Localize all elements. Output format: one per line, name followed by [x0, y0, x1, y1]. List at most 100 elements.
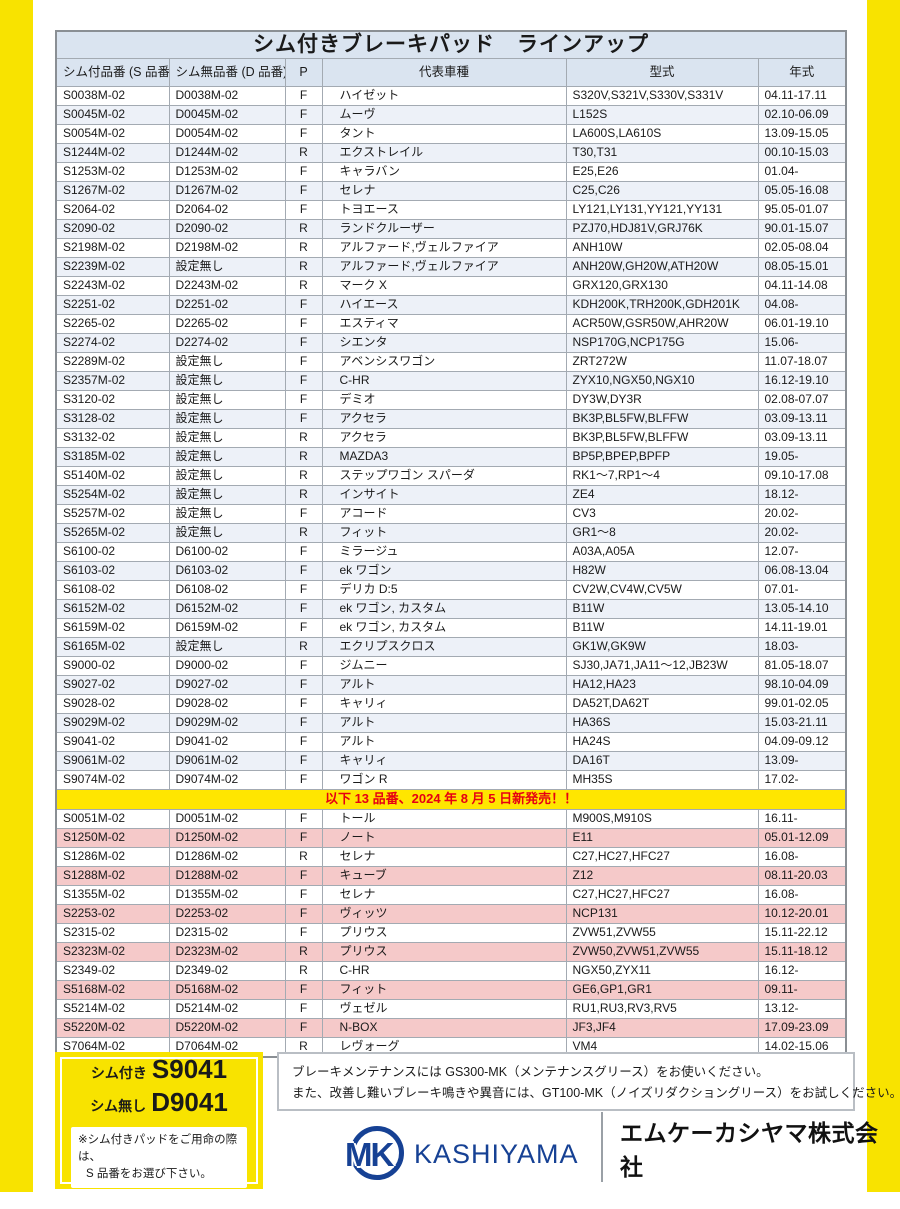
- table-row: S0051M-02 D0051M-02 F トール M900S,M910S 16…: [55, 809, 847, 830]
- s-part-number: S5214M-02: [55, 999, 170, 1020]
- pad-position: F: [284, 542, 323, 563]
- s-part-number: S1250M-02: [55, 828, 170, 849]
- model-years: 16.08-: [757, 885, 847, 906]
- pad-position: F: [284, 352, 323, 373]
- s-part-number: S2315-02: [55, 923, 170, 944]
- model-codes: B11W: [565, 599, 759, 620]
- model-years: 04.09-09.12: [757, 732, 847, 753]
- s-part-number: S2289M-02: [55, 352, 170, 373]
- s-part-number: S1253M-02: [55, 162, 170, 183]
- d-part-number: D2315-02: [168, 923, 286, 944]
- vehicle-name: アクセラ: [321, 409, 567, 430]
- d-part-number: D1288M-02: [168, 866, 286, 887]
- table-row: S5140M-02 設定無し R ステップワゴン スパーダ RK1～7,RP1～…: [55, 466, 847, 487]
- vehicle-name: シエンタ: [321, 333, 567, 354]
- model-codes: C25,C26: [565, 181, 759, 202]
- d-part-number: 設定無し: [168, 466, 286, 487]
- d-part-number: 設定無し: [168, 637, 286, 658]
- s-part-number: S2357M-02: [55, 371, 170, 392]
- d-part-number: D6152M-02: [168, 599, 286, 620]
- table-row: S2198M-02 D2198M-02 R アルファード,ヴェルファイア ANH…: [55, 238, 847, 259]
- s-part-number: S1288M-02: [55, 866, 170, 887]
- vehicle-name: C-HR: [321, 371, 567, 392]
- column-header-years: 年式: [757, 58, 847, 88]
- model-codes: ZE4: [565, 485, 759, 506]
- new-release-banner: 以下 13 品番、2024 年 8 月 5 日新発売！！: [55, 789, 847, 811]
- pad-position: R: [284, 942, 323, 963]
- s-part-number: S5257M-02: [55, 504, 170, 525]
- model-codes: DA52T,DA62T: [565, 694, 759, 715]
- vehicle-name: デリカ D:5: [321, 580, 567, 601]
- d-part-number: D2243M-02: [168, 276, 286, 297]
- pad-position: F: [284, 599, 323, 620]
- d-part-number: 設定無し: [168, 352, 286, 373]
- model-years: 17.02-: [757, 770, 847, 791]
- pad-position: F: [284, 295, 323, 316]
- vehicle-name: エスティマ: [321, 314, 567, 335]
- d-part-number: D5168M-02: [168, 980, 286, 1001]
- model-codes: HA24S: [565, 732, 759, 753]
- d-part-number: D2274-02: [168, 333, 286, 354]
- vehicle-name: セレナ: [321, 885, 567, 906]
- d-part-number: D0051M-02: [168, 809, 286, 830]
- model-codes: ANH20W,GH20W,ATH20W: [565, 257, 759, 278]
- shim-with-line: シム付き S9041: [91, 1054, 227, 1085]
- model-years: 10.12-20.01: [757, 904, 847, 925]
- d-part-number: D1286M-02: [168, 847, 286, 868]
- table-row: S5220M-02 D5220M-02 F N-BOX JF3,JF4 17.0…: [55, 1018, 847, 1039]
- table-row: S9027-02 D9027-02 F アルト HA12,HA23 98.10-…: [55, 675, 847, 696]
- s-part-number: S5220M-02: [55, 1018, 170, 1039]
- shim-without-line: シム無し D9041: [90, 1087, 228, 1118]
- pad-position: F: [284, 124, 323, 145]
- table-row: S1244M-02 D1244M-02 R エクストレイル T30,T31 00…: [55, 143, 847, 164]
- table-row: S1250M-02 D1250M-02 F ノート E11 05.01-12.0…: [55, 828, 847, 849]
- model-codes: C27,HC27,HFC27: [565, 847, 759, 868]
- model-codes: PZJ70,HDJ81V,GRJ76K: [565, 219, 759, 240]
- model-codes: MH35S: [565, 770, 759, 791]
- d-part-number: D9061M-02: [168, 751, 286, 772]
- vehicle-name: アルファード,ヴェルファイア: [321, 257, 567, 278]
- pad-position: F: [284, 713, 323, 734]
- table-row: S1288M-02 D1288M-02 F キューブ Z12 08.11-20.…: [55, 866, 847, 887]
- d-part-number: 設定無し: [168, 485, 286, 506]
- vehicle-name: フィット: [321, 523, 567, 544]
- s-part-number: S2243M-02: [55, 276, 170, 297]
- s-part-number: S2239M-02: [55, 257, 170, 278]
- d-part-number: D2253-02: [168, 904, 286, 925]
- pad-position: F: [284, 86, 323, 107]
- model-codes: KDH200K,TRH200K,GDH201K: [565, 295, 759, 316]
- table-row: S9041-02 D9041-02 F アルト HA24S 04.09-09.1…: [55, 732, 847, 753]
- model-codes: E11: [565, 828, 759, 849]
- pad-position: F: [284, 618, 323, 639]
- table-row: S5265M-02 設定無し R フィット GR1～8 20.02-: [55, 523, 847, 544]
- model-years: 20.02-: [757, 504, 847, 525]
- model-codes: CV3: [565, 504, 759, 525]
- pad-position: R: [284, 485, 323, 506]
- model-years: 05.05-16.08: [757, 181, 847, 202]
- pad-position: F: [284, 371, 323, 392]
- model-years: 03.09-13.11: [757, 409, 847, 430]
- table-row: S5254M-02 設定無し R インサイト ZE4 18.12-: [55, 485, 847, 506]
- model-years: 12.07-: [757, 542, 847, 563]
- page-edge-left: [0, 0, 33, 1192]
- d-part-number: D2323M-02: [168, 942, 286, 963]
- model-years: 16.08-: [757, 847, 847, 868]
- model-years: 07.01-: [757, 580, 847, 601]
- d-part-number: D0045M-02: [168, 105, 286, 126]
- model-years: 09.10-17.08: [757, 466, 847, 487]
- model-years: 16.11-: [757, 809, 847, 830]
- model-codes: DA16T: [565, 751, 759, 772]
- vehicle-name: エクストレイル: [321, 143, 567, 164]
- s-part-number: S2265-02: [55, 314, 170, 335]
- vehicle-name: ジムニー: [321, 656, 567, 677]
- s-part-number: S6152M-02: [55, 599, 170, 620]
- table-row: S9028-02 D9028-02 F キャリィ DA52T,DA62T 99.…: [55, 694, 847, 715]
- vehicle-name: インサイト: [321, 485, 567, 506]
- model-codes: LA600S,LA610S: [565, 124, 759, 145]
- pad-position: F: [284, 1018, 323, 1039]
- table-row: S6108-02 D6108-02 F デリカ D:5 CV2W,CV4W,CV…: [55, 580, 847, 601]
- pad-position: F: [284, 923, 323, 944]
- d-part-number: D5220M-02: [168, 1018, 286, 1039]
- s-part-number: S0054M-02: [55, 124, 170, 145]
- shim-without-code: D9041: [151, 1087, 228, 1117]
